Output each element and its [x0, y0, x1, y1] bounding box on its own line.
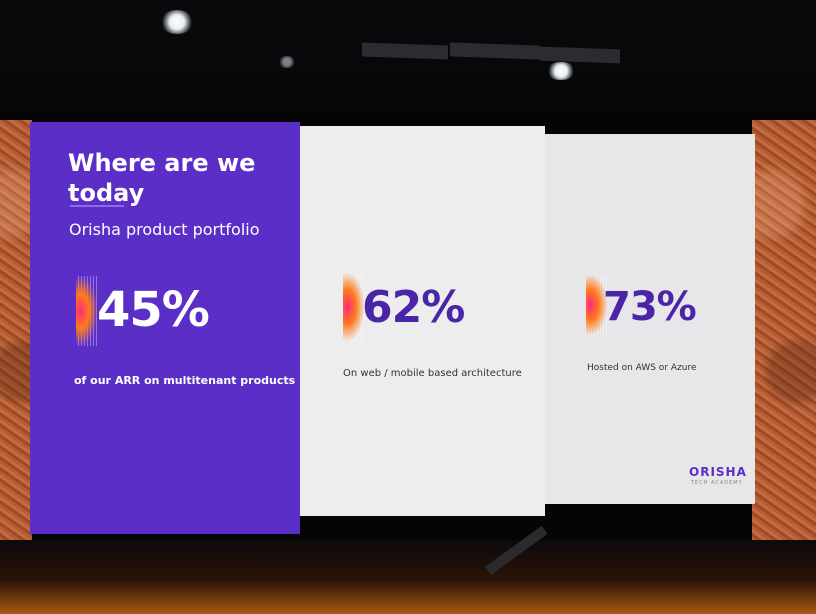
orisha-logo-subtext: TECH ACADEMY — [691, 480, 743, 486]
slide-title-line2: today — [68, 179, 145, 207]
accent-flare-icon — [586, 274, 608, 336]
right-panel — [545, 134, 755, 504]
slide-title: Where are we today — [68, 148, 278, 208]
orisha-logo: ORISHA — [689, 465, 747, 479]
slide-subtitle: Orisha product portfolio — [69, 220, 260, 239]
sand-texture-left — [0, 120, 32, 540]
projection-screen — [0, 120, 816, 540]
stat-value-3: 73% — [603, 284, 697, 330]
slide-title-line1: Where are we — [68, 149, 256, 177]
stage-floor — [0, 540, 816, 614]
title-underline — [70, 205, 124, 207]
ceiling-light-right — [546, 62, 576, 80]
stat-caption-3: Hosted on AWS or Azure — [587, 363, 697, 373]
stat-value-2: 62% — [362, 282, 465, 333]
center-panel — [300, 126, 545, 516]
ceiling-vent — [540, 46, 620, 64]
accent-flare-icon — [343, 272, 365, 342]
ceiling-vent — [362, 42, 448, 60]
ceiling-light-small — [278, 56, 296, 68]
stat-caption-1: of our ARR on multitenant products — [74, 374, 296, 387]
stat-value-1: 45% — [97, 282, 210, 338]
ceiling-light-left — [160, 10, 194, 34]
accent-flare-icon — [76, 276, 98, 346]
stat-caption-2: On web / mobile based architecture — [343, 368, 522, 379]
sand-texture-right — [752, 120, 816, 540]
purple-panel — [30, 122, 300, 534]
